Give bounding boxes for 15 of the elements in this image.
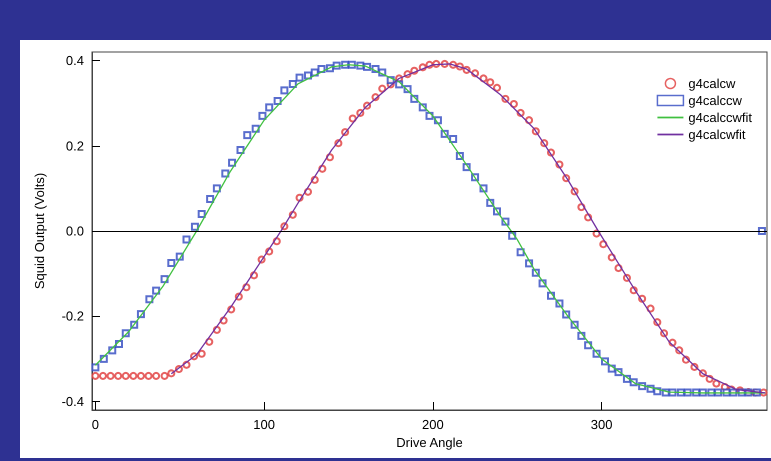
legend-label: g4calcw: [688, 76, 736, 91]
x-tick-label: 0: [92, 417, 99, 432]
y-tick-label: -0.4: [62, 394, 84, 409]
y-tick-label: 0.2: [66, 138, 84, 154]
x-tick-label: 100: [253, 417, 275, 432]
x-axis-title: Drive Angle: [396, 434, 463, 450]
legend-label: g4calcwfit: [688, 127, 746, 142]
y-tick-label: 0.4: [66, 53, 84, 68]
legend-label: g4calccw: [688, 93, 742, 108]
legend-label: g4calccwfit: [688, 110, 752, 125]
y-axis-title: Squid Output (Volts): [32, 172, 47, 290]
y-tick-label: 0.0: [66, 224, 84, 238]
y-tick-label: -0.2: [62, 308, 84, 324]
x-tick-label: 200: [422, 417, 444, 432]
x-tick-label: 300: [590, 417, 612, 432]
